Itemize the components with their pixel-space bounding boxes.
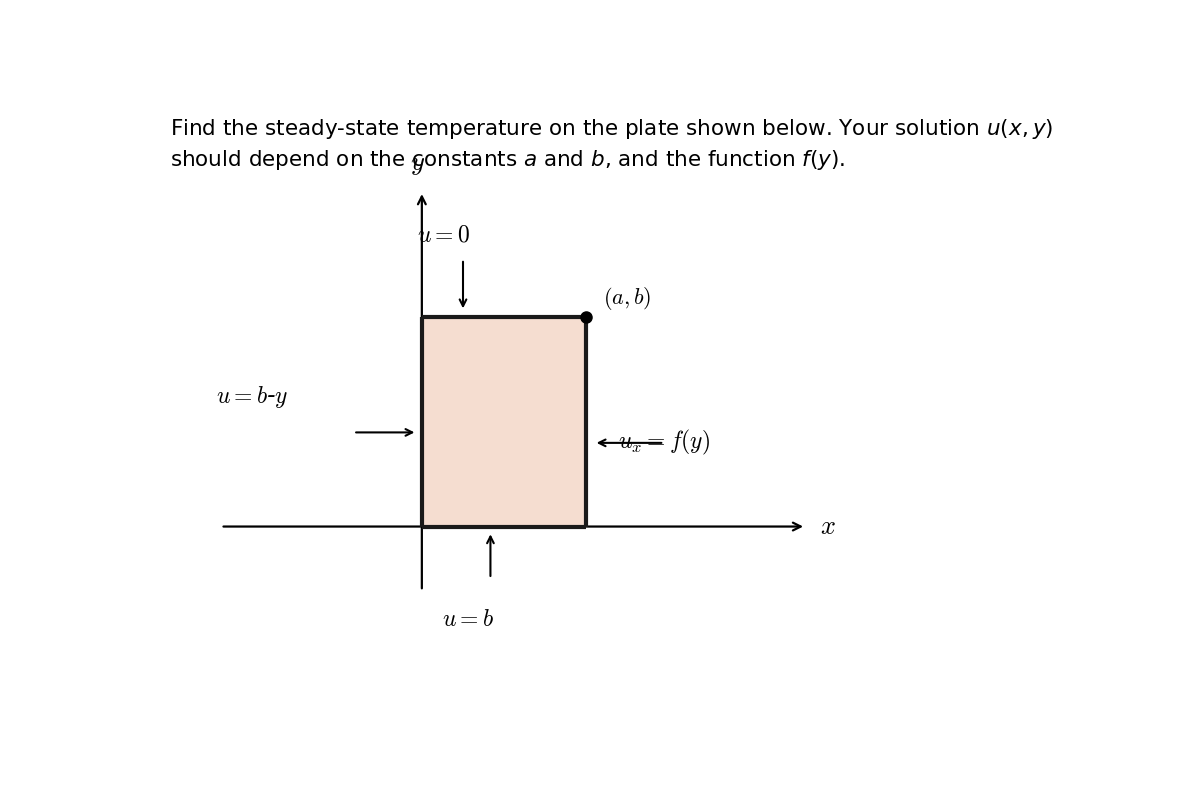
Text: $u=b$: $u=b$ <box>441 606 493 630</box>
Text: $y$: $y$ <box>409 151 425 177</box>
Text: $u=b$-$y$: $u=b$-$y$ <box>216 384 288 410</box>
Text: $x$: $x$ <box>820 514 835 539</box>
Bar <box>422 317 586 527</box>
Text: should depend on the constants $a$ and $b$, and the function $f(y)$.: should depend on the constants $a$ and $… <box>170 148 846 172</box>
Text: $u=0$: $u=0$ <box>418 223 470 247</box>
Text: Find the steady-state temperature on the plate shown below. Your solution $u(x, : Find the steady-state temperature on the… <box>170 117 1054 141</box>
Text: $u_x = f(y)$: $u_x = f(y)$ <box>618 428 710 457</box>
Text: $(a, b)$: $(a, b)$ <box>603 285 651 312</box>
